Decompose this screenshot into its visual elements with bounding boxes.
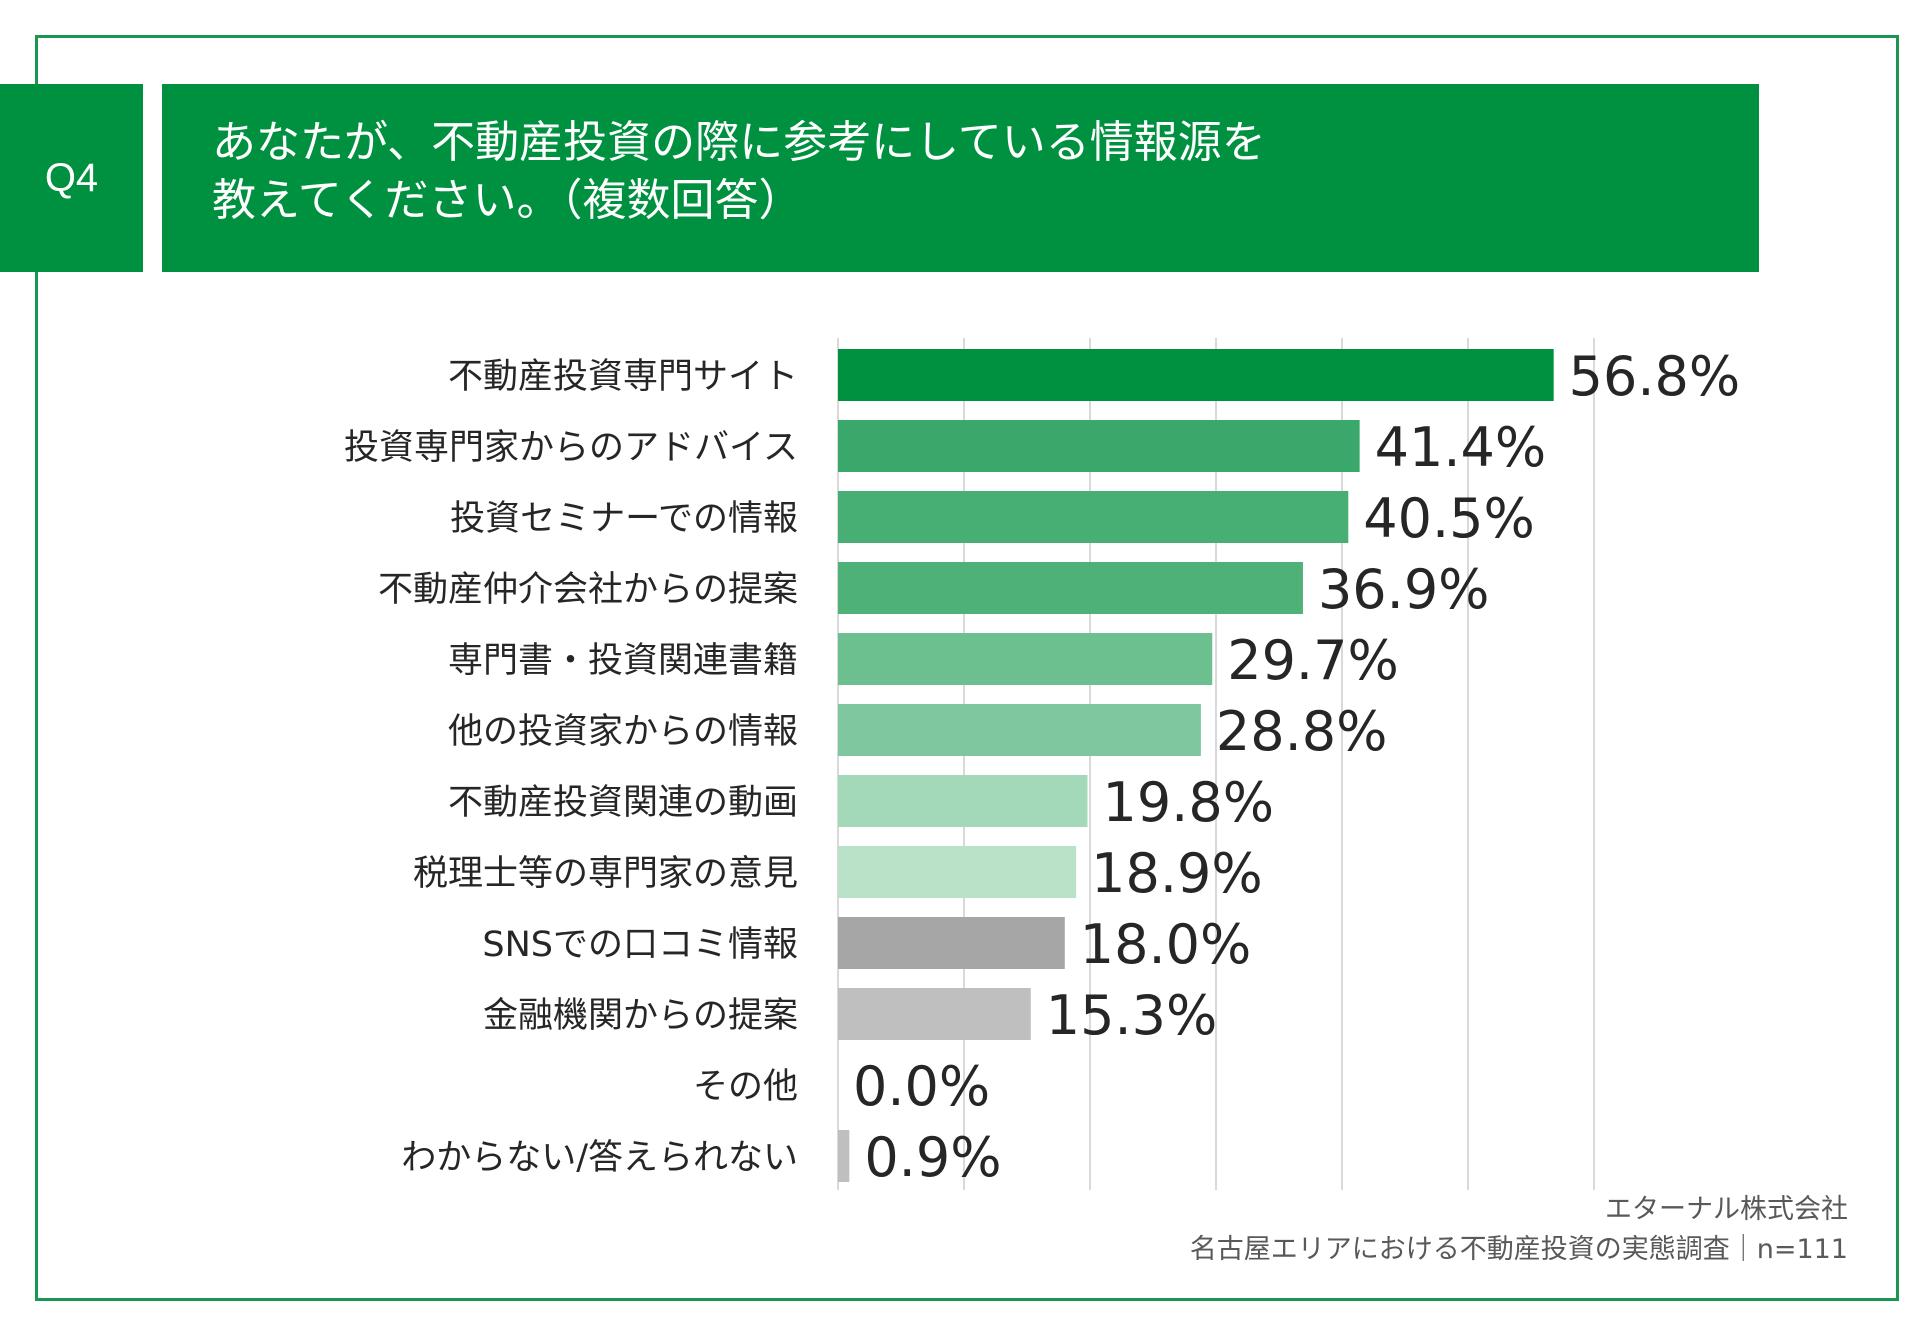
source-footer: エターナル株式会社 名古屋エリアにおける不動産投資の実態調査｜n=111	[1190, 1190, 1848, 1270]
bar	[838, 349, 1554, 401]
value-label: 36.9%	[1318, 558, 1490, 621]
category-label: 不動産投資関連の動画	[448, 783, 798, 823]
value-label: 15.3%	[1046, 984, 1218, 1047]
bar	[838, 633, 1213, 685]
value-label: 41.4%	[1375, 416, 1547, 479]
value-label: 18.0%	[1080, 913, 1252, 976]
category-label: 金融機関からの提案	[483, 996, 798, 1036]
category-label: 不動産仲介会社からの提案	[378, 570, 798, 610]
bar	[838, 775, 1088, 827]
source-company: エターナル株式会社	[1605, 1194, 1848, 1225]
bar	[838, 1130, 850, 1182]
bar	[838, 917, 1065, 969]
value-label: 29.7%	[1227, 629, 1399, 692]
question-title-banner: あなたが、不動産投資の際に参考にしている情報源を 教えてください。（複数回答）	[162, 84, 1759, 272]
question-number: Q4	[44, 155, 99, 200]
bar	[838, 704, 1201, 756]
value-label: 19.8%	[1102, 771, 1274, 834]
category-label: 税理士等の専門家の意見	[413, 854, 798, 894]
value-label: 0.0%	[853, 1055, 990, 1118]
category-label: 投資専門家からのアドバイス	[344, 428, 798, 468]
bar	[838, 420, 1360, 472]
category-label: 他の投資家からの情報	[448, 712, 798, 752]
bar	[838, 562, 1303, 614]
value-label: 0.9%	[864, 1126, 1001, 1189]
question-title-line-1: あなたが、不動産投資の際に参考にしている情報源を	[212, 117, 1266, 168]
category-label: 投資セミナーでの情報	[450, 499, 798, 539]
bar	[838, 846, 1077, 898]
value-label: 28.8%	[1216, 700, 1388, 763]
category-label: 不動産投資専門サイト	[448, 357, 798, 397]
category-label: SNSでの口コミ情報	[482, 925, 798, 965]
category-label: その他	[693, 1067, 798, 1107]
source-survey: 名古屋エリアにおける不動産投資の実態調査｜n=111	[1189, 1234, 1848, 1265]
value-label: 56.8%	[1569, 345, 1741, 408]
bar	[838, 491, 1349, 543]
outer-frame	[35, 35, 1899, 1301]
category-label: わからない/答えられない	[401, 1138, 798, 1178]
bar	[838, 988, 1031, 1040]
category-label: 専門書・投資関連書籍	[448, 641, 798, 681]
question-title-line-2: 教えてください。（複数回答）	[212, 175, 803, 226]
value-label: 40.5%	[1363, 487, 1535, 550]
question-badge: Q4	[0, 84, 143, 272]
value-label: 18.9%	[1091, 842, 1263, 905]
